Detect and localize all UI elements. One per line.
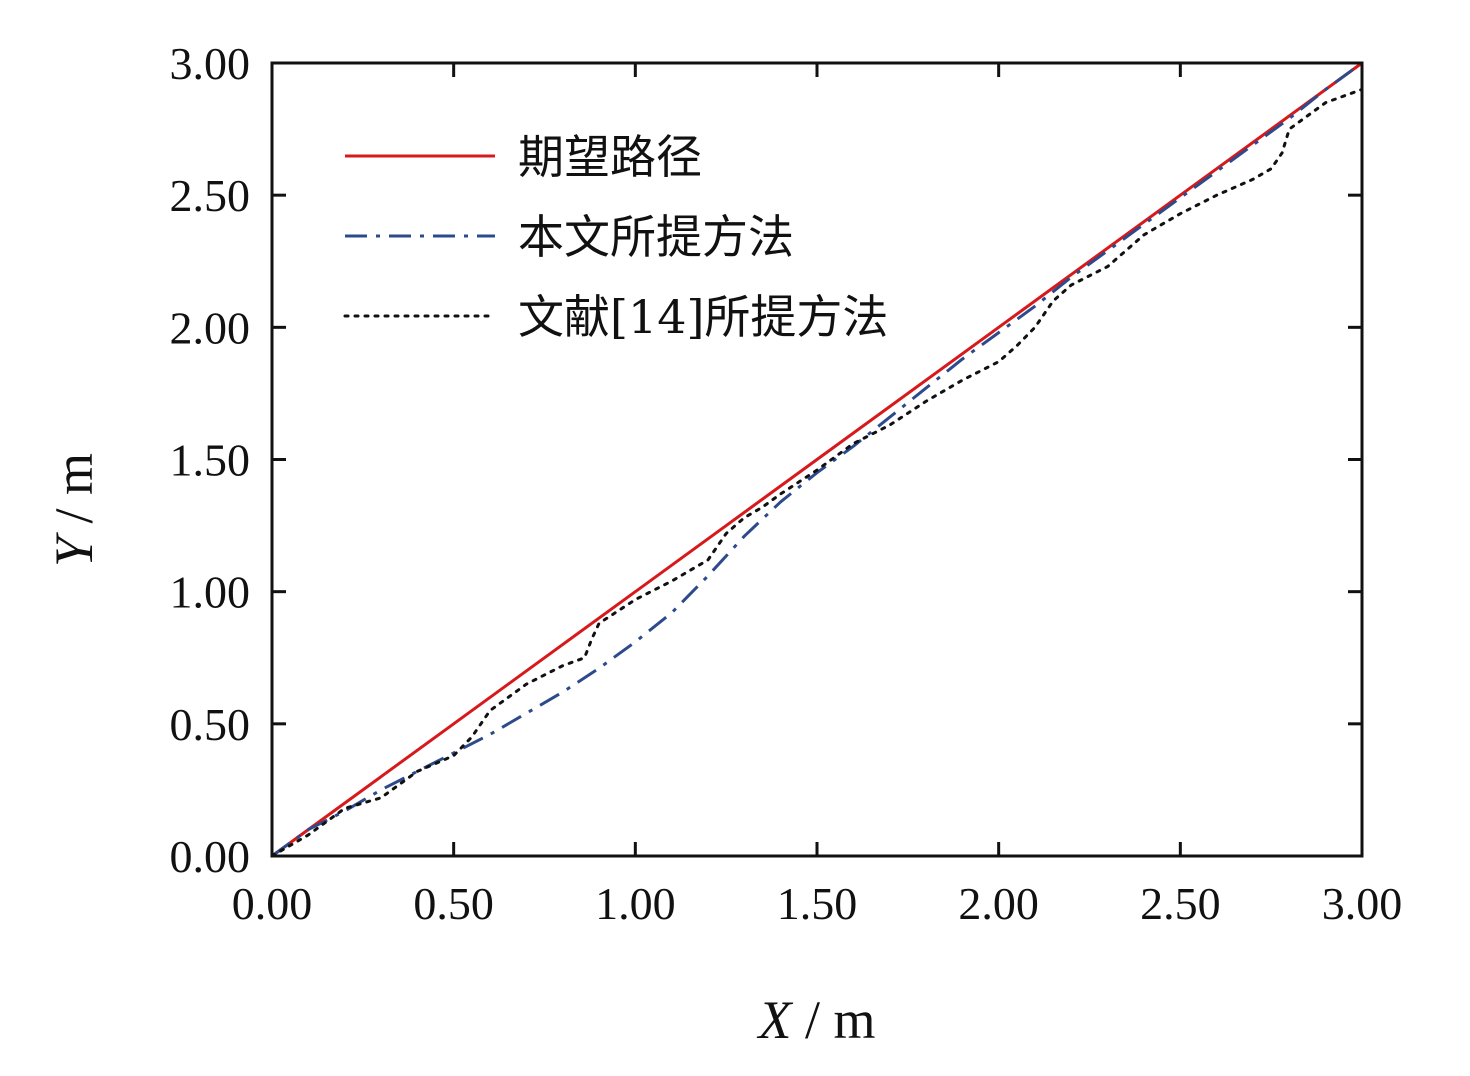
y-tick-label: 2.50 <box>170 170 251 221</box>
x-tick-label: 0.00 <box>232 878 313 929</box>
series-layer <box>270 61 1364 858</box>
x-tick-label: 0.50 <box>413 878 494 929</box>
y-axis-title: Y / m <box>44 453 104 567</box>
series-line-2 <box>271 61 1363 858</box>
series-line-3 <box>270 87 1364 858</box>
y-tick-label: 1.00 <box>170 567 251 618</box>
legend-label-2: 本文所提方法 <box>518 210 794 264</box>
y-tick-label: 0.00 <box>170 831 251 882</box>
x-tick-label: 2.50 <box>1140 878 1221 929</box>
y-tick-label: 1.50 <box>170 435 251 486</box>
ticks-layer: 0.00 0.50 1.00 1.50 2.00 2.50 3.00 0.00 0.50 1.00… <box>170 38 1403 929</box>
x-tick-label: 1.00 <box>595 878 676 929</box>
y-tick-label: 3.00 <box>170 38 251 89</box>
x-axis-title: X / m <box>756 990 875 1050</box>
legend-label-3: 文献[14]所提方法 <box>518 290 888 344</box>
x-tick-label: 3.00 <box>1322 878 1403 929</box>
x-tick-label: 1.50 <box>777 878 858 929</box>
y-tick-label: 0.50 <box>170 699 251 750</box>
legend-label-1: 期望路径 <box>518 130 702 184</box>
y-tick-label: 2.00 <box>170 302 251 353</box>
series-line-1 <box>271 61 1363 858</box>
x-tick-label: 2.00 <box>958 878 1039 929</box>
